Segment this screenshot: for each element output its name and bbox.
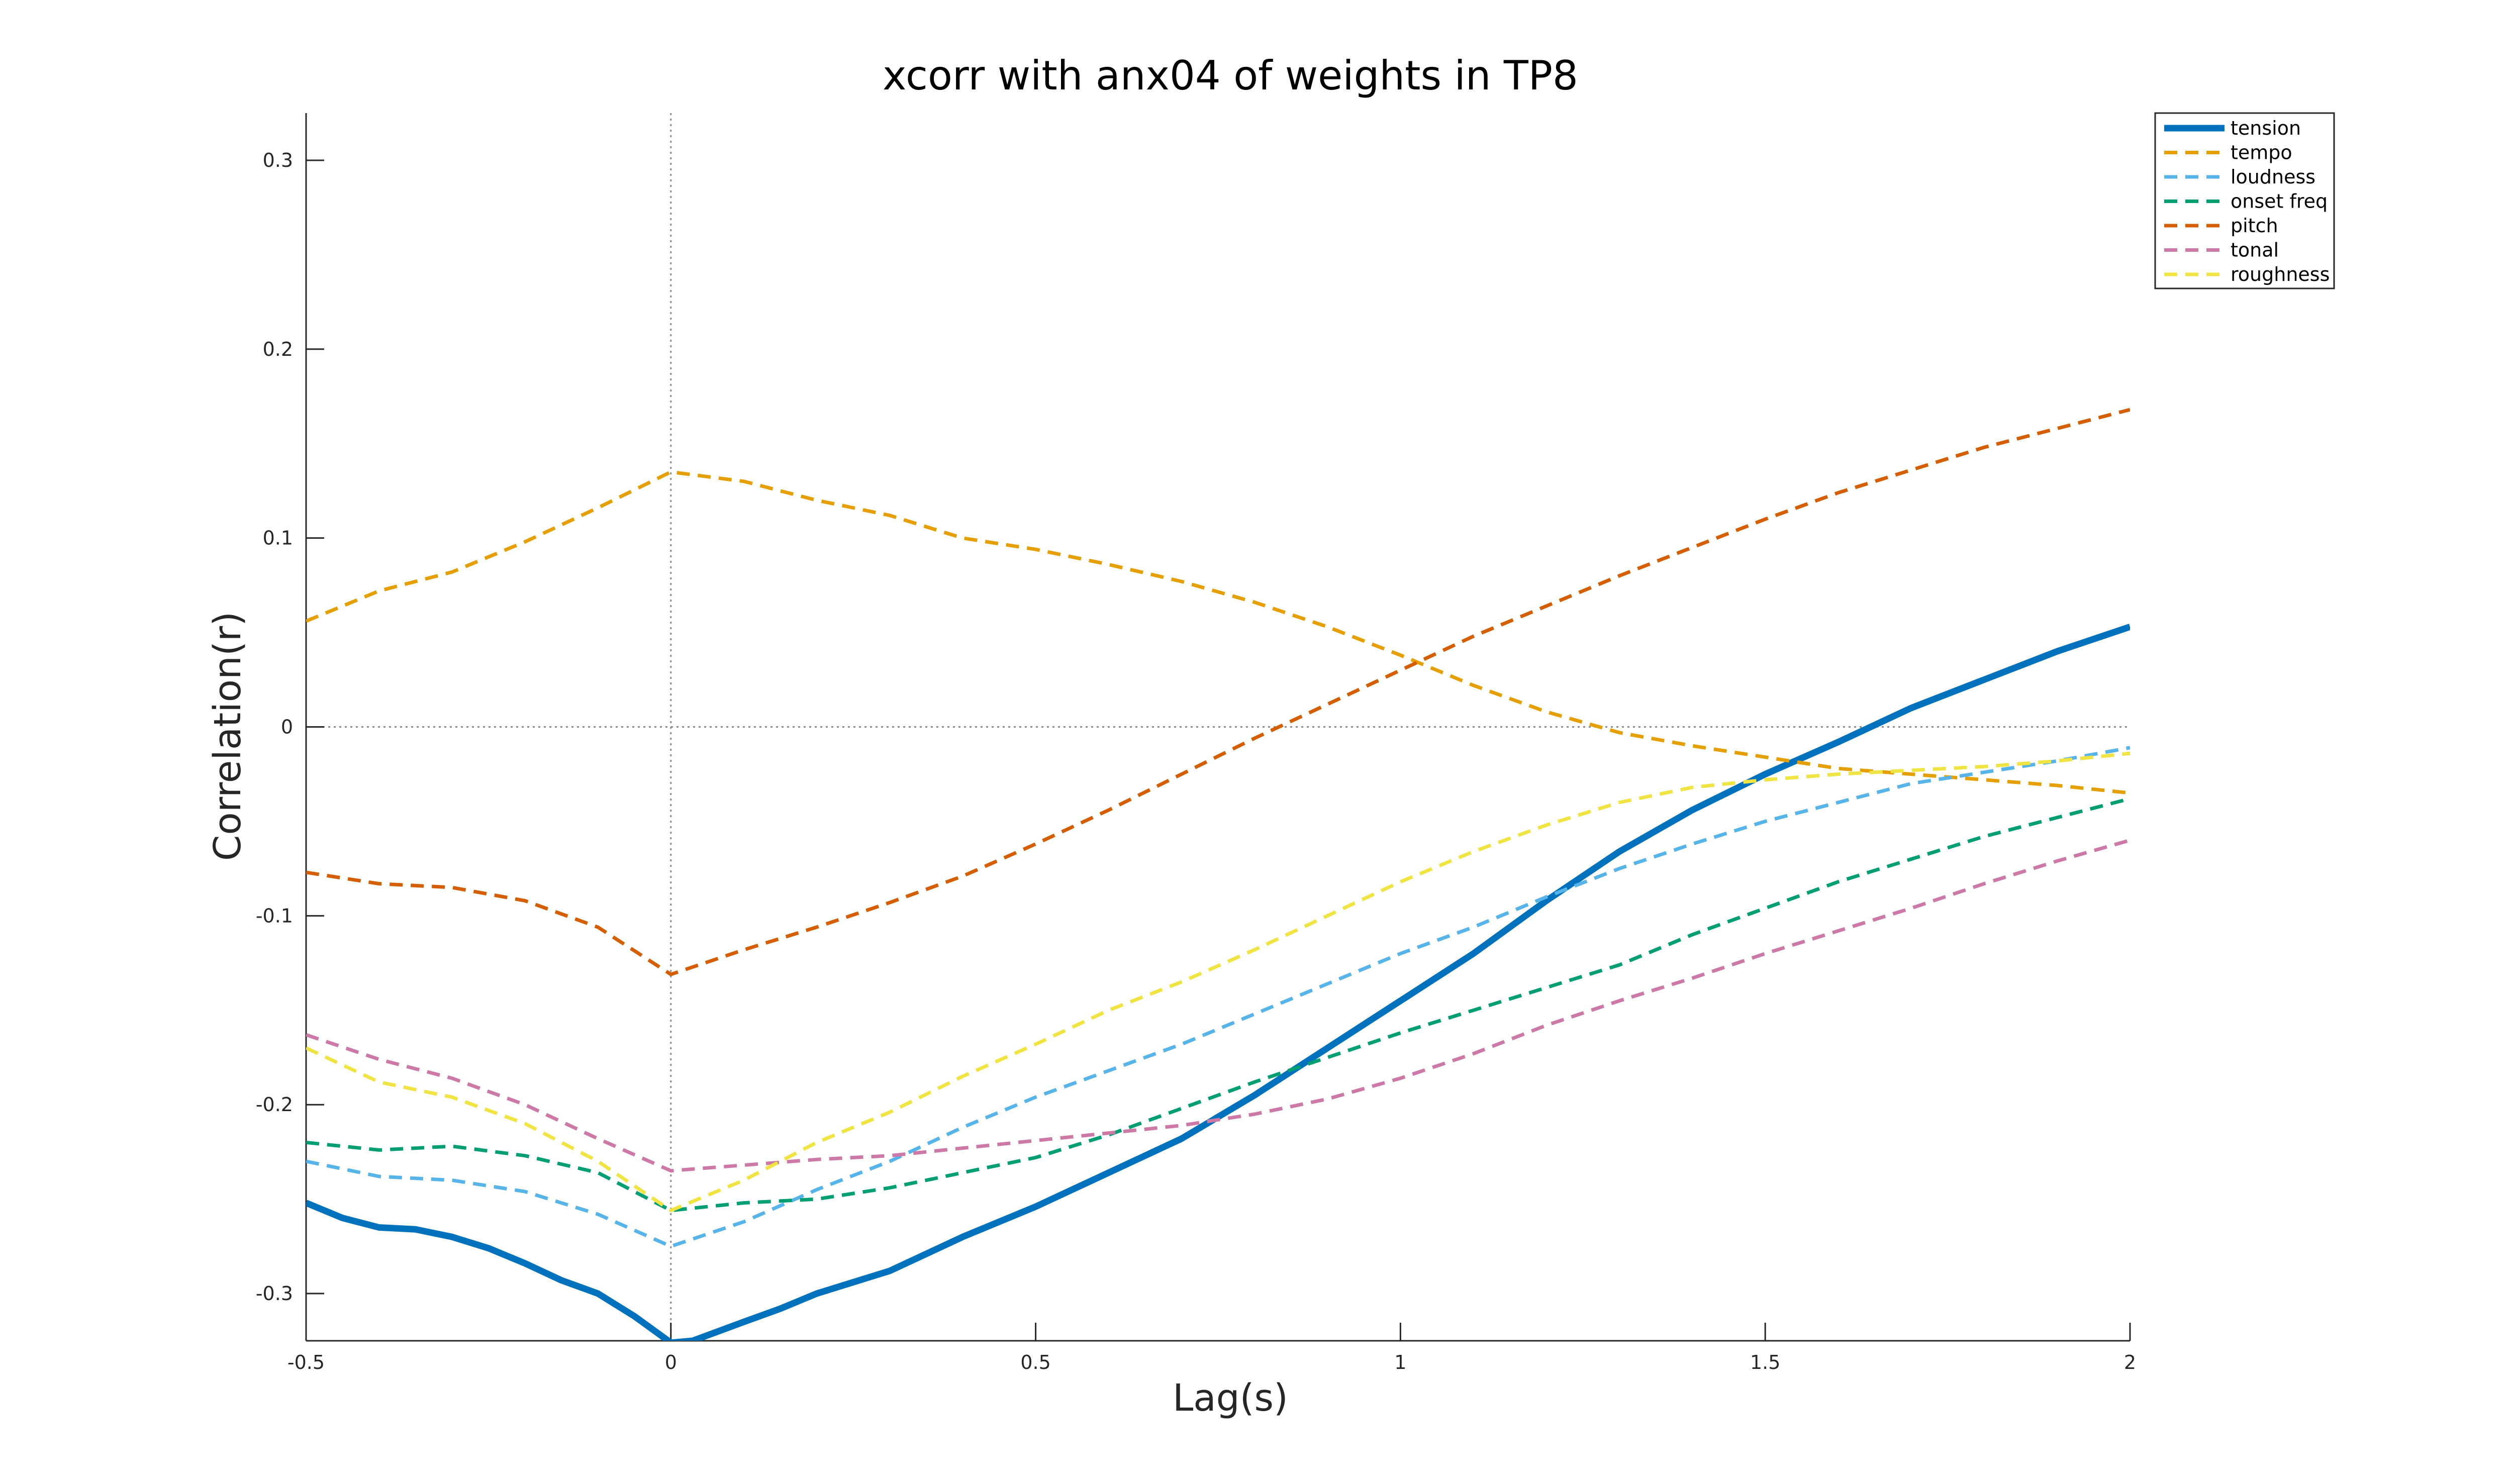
x-axis-title: Lag(s) [1173, 1376, 1288, 1420]
y-tick-label: 0.1 [263, 527, 293, 549]
legend-label-tonal: tonal [2231, 239, 2279, 261]
y-tick-label: -0.1 [256, 905, 293, 927]
x-tick-label: 0 [665, 1351, 677, 1373]
plot-area: -0.3 -0.2 -0.1 0 0.1 0.2 0.3 -0.5 0 0.5 1 1.5 2 [256, 113, 2136, 1373]
series-line-tonal [306, 838, 2130, 1173]
x-tick-label: 0.5 [1020, 1351, 1050, 1373]
axes: -0.3 -0.2 -0.1 0 0.1 0.2 0.3 -0.5 0 0.5 1 1.5 2 [256, 113, 2136, 1373]
y-tick-label: 0.2 [263, 338, 293, 360]
x-tick-label: 1 [1394, 1351, 1406, 1373]
data-series [306, 408, 2130, 1341]
x-tick-label: -0.5 [287, 1351, 325, 1373]
legend-label-loudness: loudness [2231, 166, 2315, 188]
series-line-loudness [306, 746, 2130, 1248]
legend-label-pitch: pitch [2231, 215, 2278, 237]
legend-label-onset-freq: onset freq [2231, 190, 2328, 213]
legend-box [2154, 112, 2335, 289]
x-tick-label: 2 [2124, 1351, 2136, 1373]
series-line-tension [306, 624, 2130, 1341]
legend-label-tempo: tempo [2231, 142, 2292, 164]
series-line-onset-freq [306, 797, 2130, 1213]
series-line-roughness [306, 751, 2130, 1213]
x-tick-label: 1.5 [1750, 1351, 1780, 1373]
y-axis-title: Correlation(r) [206, 612, 249, 861]
chart-title: xcorr with anx04 of weights in TP8 [883, 52, 1578, 99]
series-line-pitch [306, 408, 2130, 976]
reference-lines [306, 113, 2130, 1341]
legend-label-tension: tension [2231, 117, 2301, 139]
y-tick-label: -0.2 [256, 1094, 293, 1116]
y-tick-label: -0.3 [256, 1282, 293, 1305]
series-line-tempo [306, 470, 2130, 795]
y-tick-label: 0.3 [263, 149, 293, 171]
legend-label-roughness: roughness [2231, 263, 2330, 285]
y-tick-label: 0 [281, 716, 293, 738]
